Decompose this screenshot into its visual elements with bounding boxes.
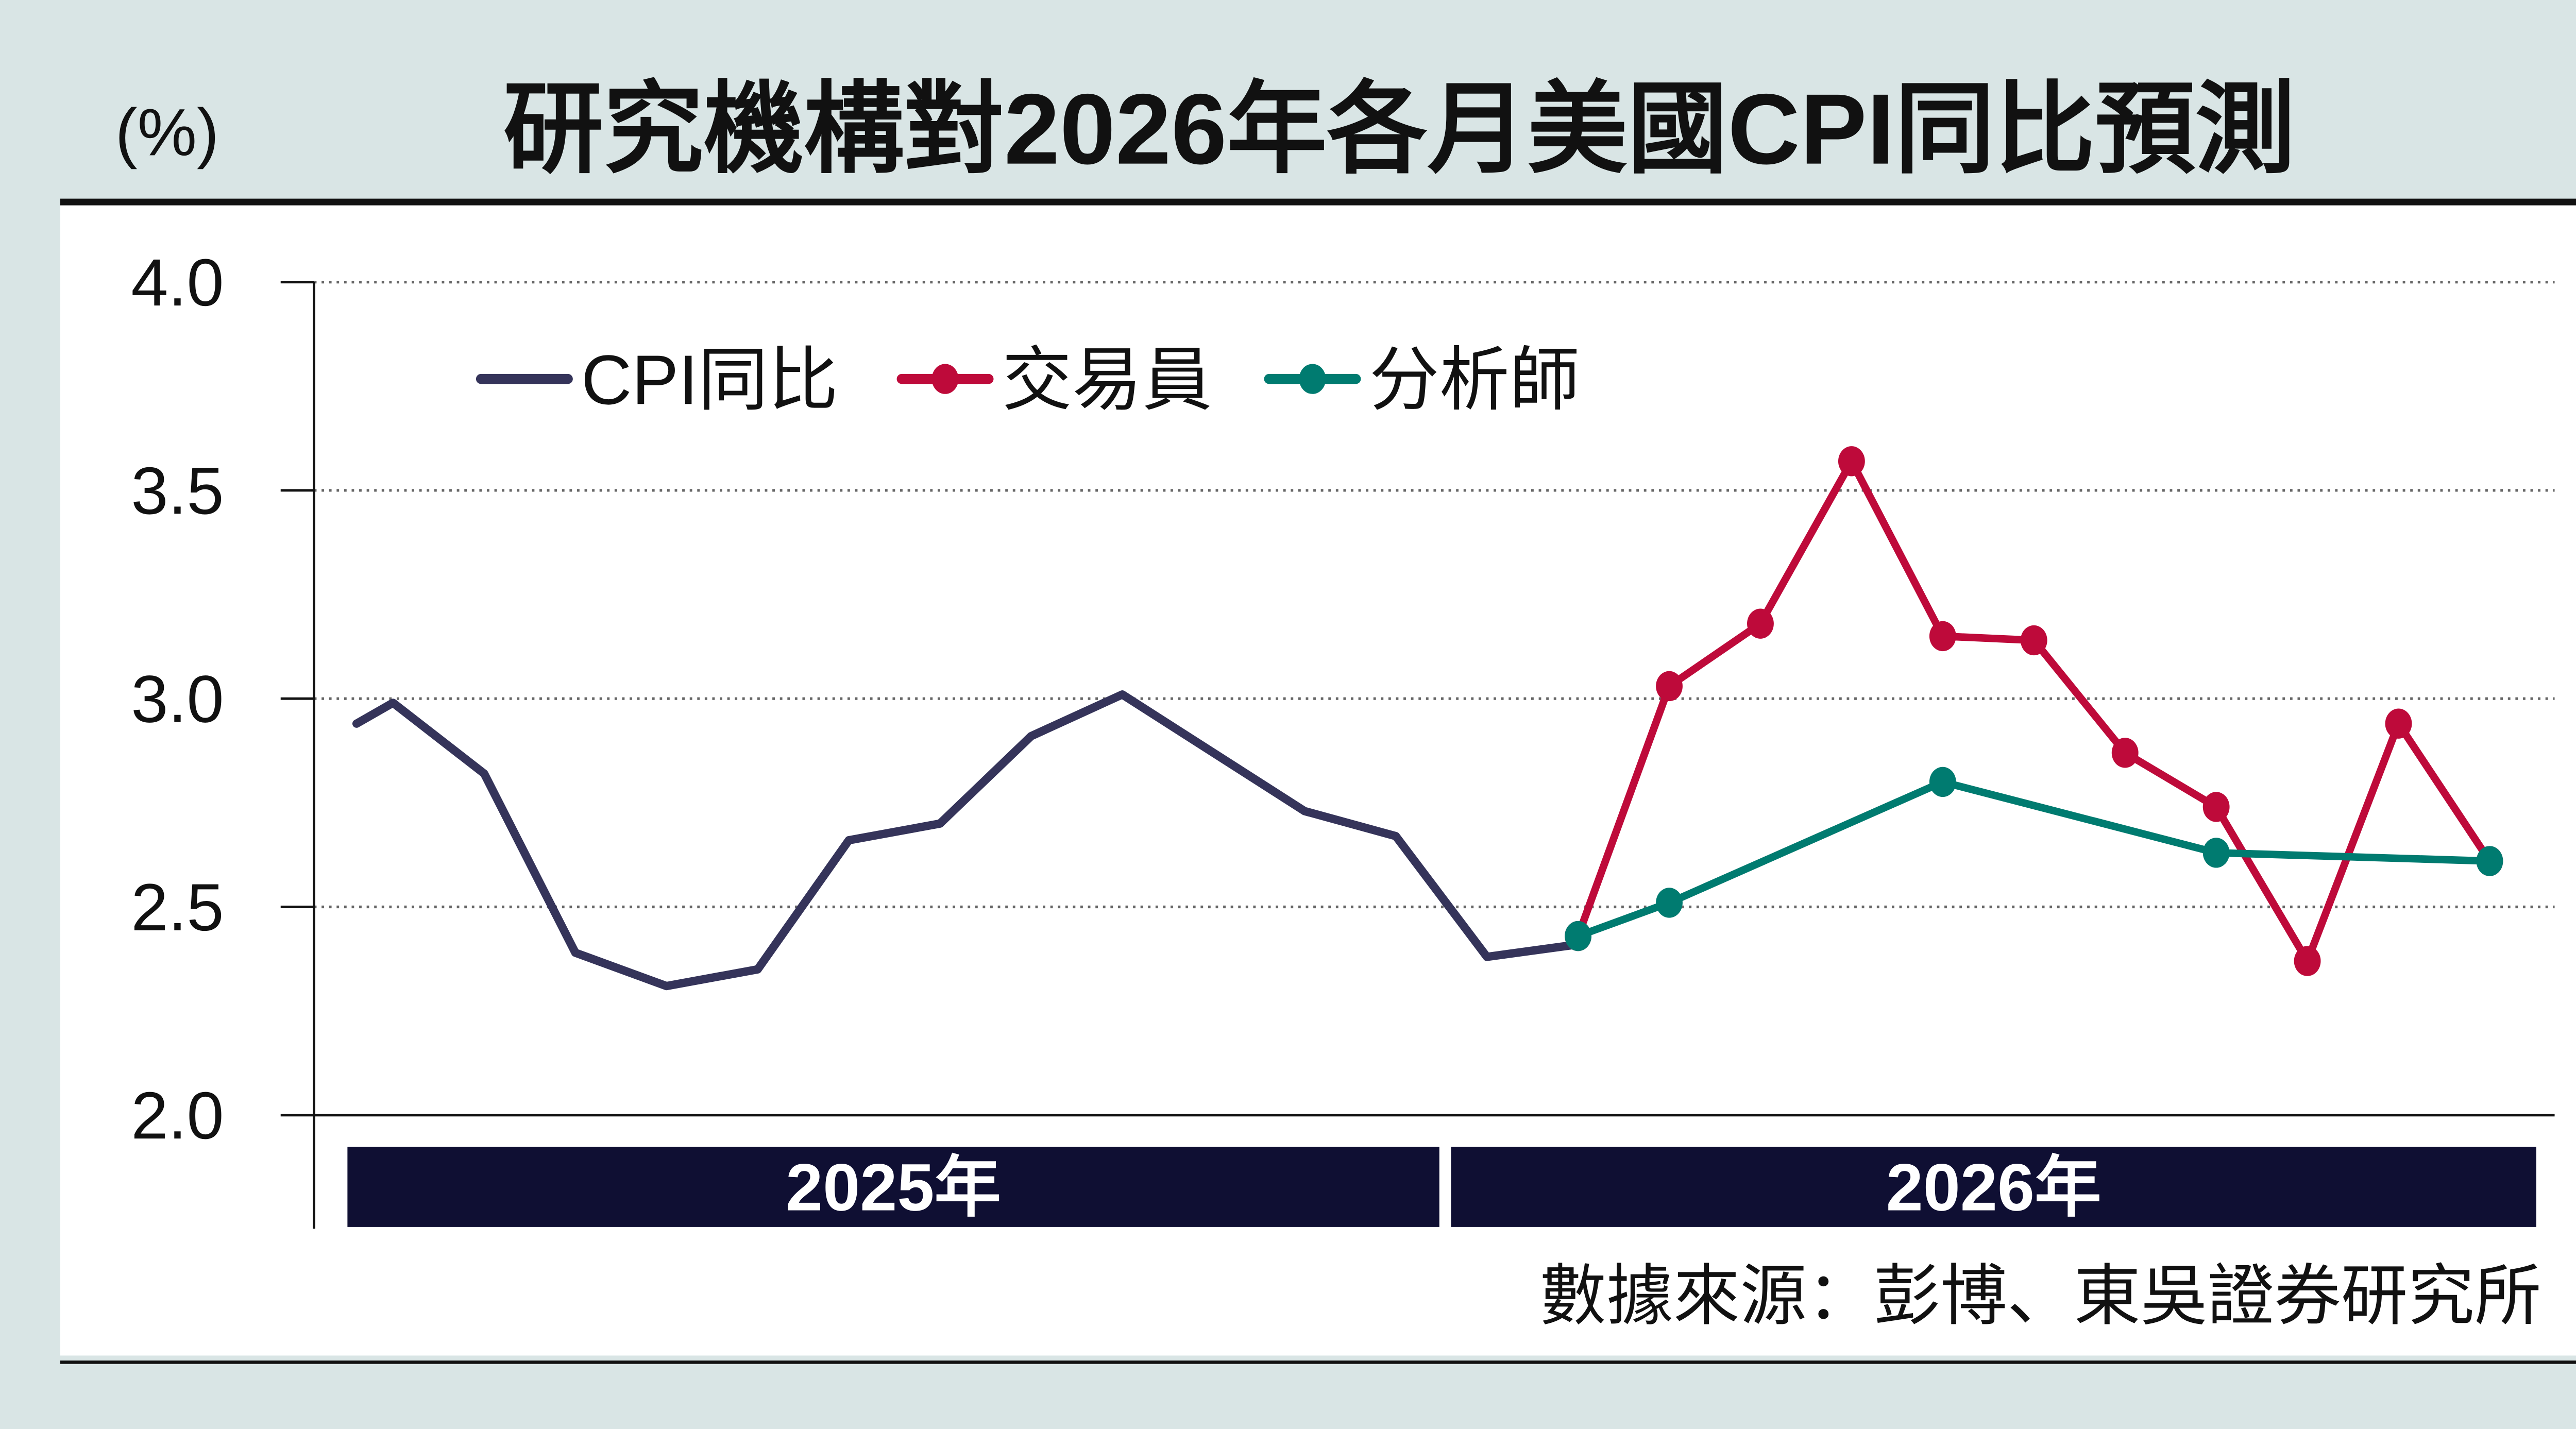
year-band — [347, 1147, 1439, 1227]
series-layer — [352, 446, 2503, 991]
data-point — [1929, 621, 1956, 652]
data-point — [1929, 767, 1956, 797]
data-point — [2020, 625, 2047, 656]
year-band-label: 2025年 — [786, 1150, 1001, 1224]
series-line-0 — [352, 690, 1583, 991]
data-point — [2111, 738, 2139, 768]
chart-title: 研究機構對2026年各月美國CPI同比預測 — [503, 74, 2296, 185]
y-axis-ticks: 4.0 3.5 3.0 2.5 2.0 — [131, 246, 314, 1153]
data-point — [1656, 888, 1683, 918]
year-band — [1451, 1147, 2536, 1227]
data-point — [1838, 446, 1865, 477]
data-point — [2294, 946, 2321, 976]
gridlines — [314, 281, 2555, 909]
data-point — [2202, 838, 2230, 868]
legend: CPI同比 交易員 分析師 — [476, 341, 1580, 419]
data-point — [2385, 708, 2412, 739]
source-note: 數據來源：彭博、東吳證券研究所 — [1539, 1259, 2541, 1333]
data-point — [1656, 671, 1683, 702]
data-point — [2202, 792, 2230, 822]
y-tick-label: 2.5 — [131, 871, 224, 945]
data-point — [2476, 846, 2503, 876]
legend-label: CPI同比 — [581, 341, 838, 419]
legend-label: 交易員 — [1002, 341, 1212, 419]
legend-swatch-marker — [931, 364, 959, 394]
year-band-label: 2026年 — [1886, 1150, 2102, 1224]
y-tick-label: 2.0 — [131, 1079, 224, 1153]
year-bands: 2025年 2026年 — [347, 1147, 2536, 1227]
y-tick-label: 3.0 — [131, 662, 224, 737]
legend-swatch-marker — [1299, 364, 1326, 394]
data-point — [1565, 921, 1591, 951]
data-point — [1747, 608, 1774, 639]
legend-label: 分析師 — [1369, 341, 1580, 419]
y-tick-label: 4.0 — [131, 246, 224, 320]
y-unit-label: (%) — [115, 95, 219, 169]
y-tick-label: 3.5 — [131, 454, 224, 528]
